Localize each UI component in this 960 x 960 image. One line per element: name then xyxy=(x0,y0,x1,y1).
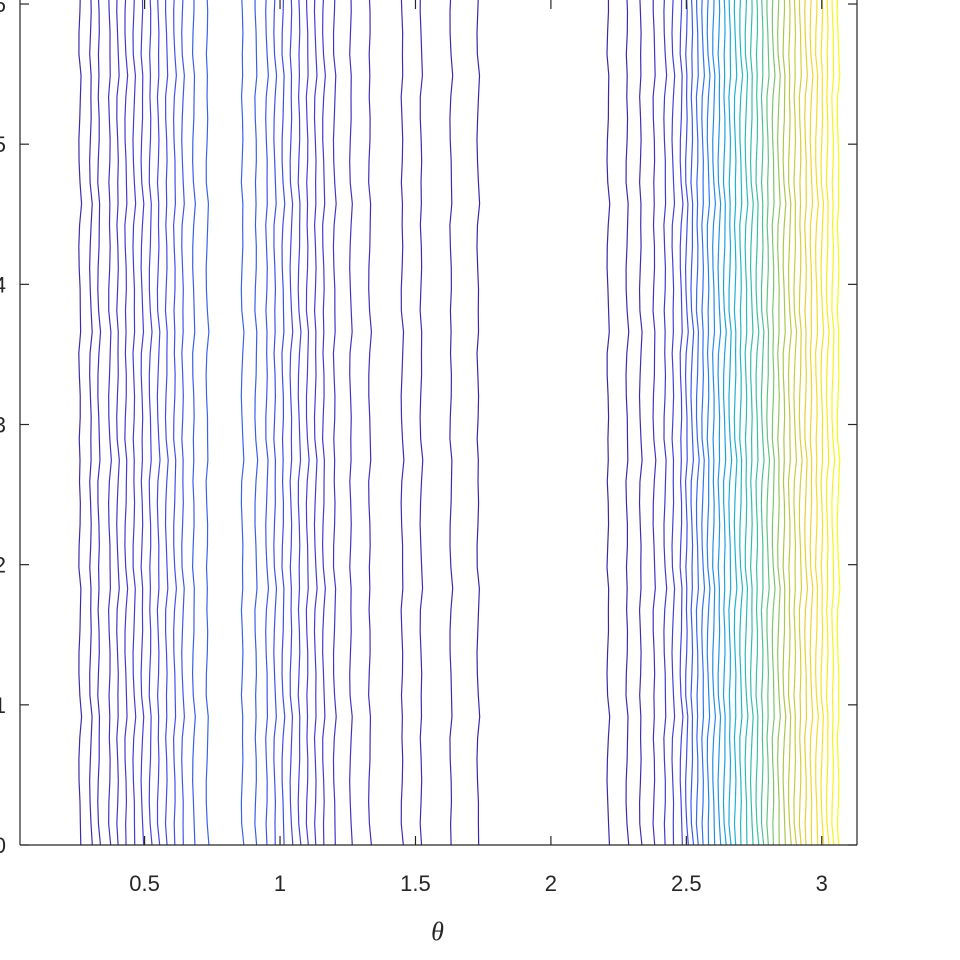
x-tick-label: 3 xyxy=(816,871,828,896)
contour-line xyxy=(191,0,196,846)
contour-line xyxy=(332,0,337,846)
contour-line xyxy=(787,0,792,846)
contour-line xyxy=(733,0,738,846)
contour-line xyxy=(305,0,310,846)
contour-line xyxy=(690,0,695,846)
contour-line xyxy=(281,0,286,846)
contour-line xyxy=(755,0,760,846)
contour-line xyxy=(793,0,798,846)
contour-line xyxy=(419,0,424,846)
contour-line xyxy=(712,0,717,846)
contour-line xyxy=(749,0,754,846)
contour-line xyxy=(771,0,776,846)
contour-line xyxy=(722,0,727,846)
contour-line xyxy=(831,0,836,846)
contour-line xyxy=(321,0,326,846)
y-tick-label: 5 xyxy=(0,132,6,157)
contour-line xyxy=(695,0,700,846)
contour-line xyxy=(156,0,161,846)
contour-line xyxy=(663,0,668,846)
contour-line xyxy=(652,0,657,846)
contour-line xyxy=(181,0,185,846)
contour-line xyxy=(782,0,787,846)
contour-line xyxy=(766,0,771,846)
contour-lines xyxy=(78,0,841,846)
contour-line xyxy=(728,0,733,846)
y-tick-label: 0 xyxy=(0,833,6,858)
contour-line xyxy=(809,0,814,846)
x-tick-label: 1 xyxy=(274,871,286,896)
contour-line xyxy=(606,0,611,846)
contour-line xyxy=(140,0,145,846)
contour-line xyxy=(476,0,481,846)
contour-line xyxy=(289,0,294,846)
contour-line xyxy=(706,0,711,846)
contour-line xyxy=(164,0,169,846)
contour-line xyxy=(825,0,830,846)
contour-line xyxy=(804,0,809,846)
y-tick-label: 2 xyxy=(0,553,6,578)
y-tick-label: 1 xyxy=(0,693,6,718)
contour-line xyxy=(97,0,102,846)
contour-line xyxy=(349,0,353,846)
y-tick-label: 4 xyxy=(0,272,6,297)
contour-line xyxy=(116,0,120,846)
contour-line xyxy=(205,0,210,846)
contour-line xyxy=(836,0,841,846)
contour-line xyxy=(273,0,278,846)
contour-line xyxy=(240,0,245,846)
axes: 0.5 1 1.5 2 2.5 3 0 1 2 3 4 5 6 xyxy=(0,0,858,896)
x-tick-label: 1.5 xyxy=(400,871,431,896)
contour-line xyxy=(760,0,765,846)
contour-line xyxy=(739,0,744,846)
contour-line xyxy=(89,0,93,846)
contour-line xyxy=(400,0,405,846)
contour-line xyxy=(638,0,643,846)
x-tick-label: 2 xyxy=(545,871,557,896)
contour-line xyxy=(297,0,302,846)
contour-line xyxy=(820,0,825,846)
contour-line xyxy=(124,0,129,846)
contour-line xyxy=(625,0,630,846)
contour-line xyxy=(798,0,803,846)
x-tick-label: 2.5 xyxy=(671,871,702,896)
x-tick-label: 0.5 xyxy=(129,871,160,896)
contour-line xyxy=(814,0,819,846)
contour-line xyxy=(148,0,153,846)
contour-line xyxy=(265,0,270,846)
contour-line xyxy=(78,0,83,846)
contour-line xyxy=(679,0,684,846)
contour-line xyxy=(107,0,112,846)
x-axis-label: θ xyxy=(431,917,444,946)
contour-line xyxy=(449,0,454,846)
contour-line xyxy=(313,0,318,846)
contour-line xyxy=(172,0,177,846)
contour-line xyxy=(254,0,259,846)
contour-line xyxy=(744,0,749,846)
y-tick-label: 6 xyxy=(0,0,6,17)
contour-line xyxy=(701,0,706,846)
y-tick-label: 3 xyxy=(0,413,6,438)
contour-line xyxy=(671,0,676,846)
contour-line xyxy=(777,0,781,846)
contour-line xyxy=(132,0,137,846)
contour-line xyxy=(717,0,722,846)
contour-line xyxy=(684,0,689,846)
contour-line xyxy=(368,0,373,846)
